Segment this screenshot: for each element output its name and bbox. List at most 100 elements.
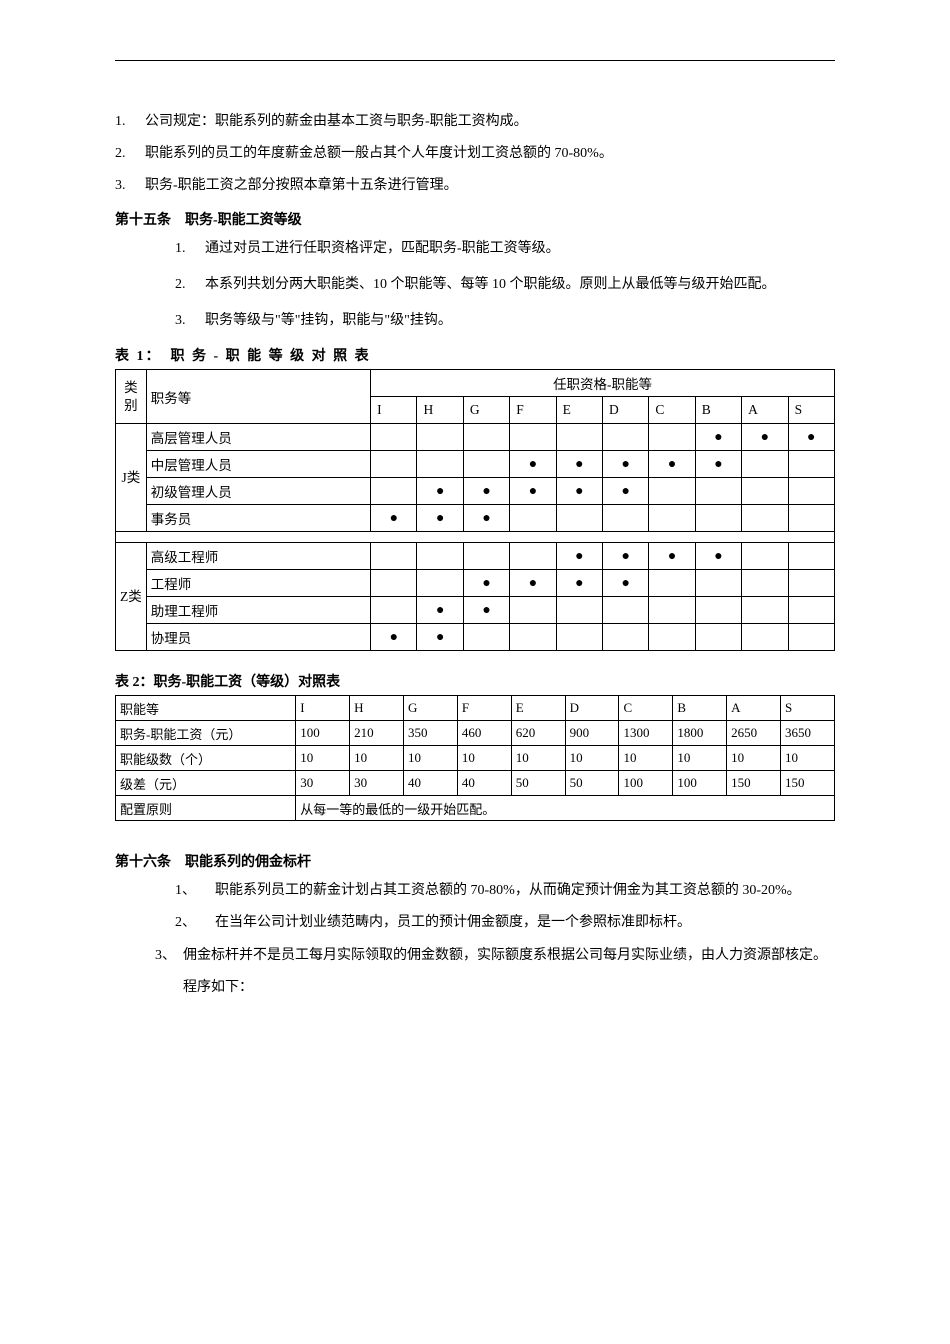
t2-cell: 460 xyxy=(457,721,511,746)
list-num: 2. xyxy=(175,269,205,301)
t2-cell: 10 xyxy=(404,746,458,771)
list-text: 职能系列的员工的年度薪金总额一般占其个人年度计划工资总额的 70-80%。 xyxy=(145,138,835,170)
t1-cell: ● xyxy=(556,543,602,570)
t1-cell: ● xyxy=(371,624,417,651)
t1-cell xyxy=(742,543,788,570)
list-text: 职能系列员工的薪金计划占其工资总额的 70-80%，从而确定预计佣金为其工资总额… xyxy=(215,875,835,907)
t1-cell xyxy=(788,505,834,532)
top-rule xyxy=(115,60,835,61)
t1-cell: ● xyxy=(695,424,741,451)
t2-cell: 10 xyxy=(619,746,673,771)
t1-group-z: Z类 xyxy=(116,543,147,651)
list-text: 公司规定：职能系列的薪金由基本工资与职务-职能工资构成。 xyxy=(145,106,835,138)
list-num: 1、 xyxy=(175,875,215,907)
t2-cell: 50 xyxy=(511,771,565,796)
t1-cell xyxy=(463,424,509,451)
t1-cell: ● xyxy=(556,570,602,597)
t1-cell xyxy=(695,570,741,597)
table2-title: 表 2：职务-职能工资（等级）对照表 xyxy=(115,671,835,691)
list-text: 职务-职能工资之部分按照本章第十五条进行管理。 xyxy=(145,170,835,202)
list-text: 职务等级与"等"挂钩，职能与"级"挂钩。 xyxy=(205,305,835,337)
table1-title: 表 1： 职 务 - 职 能 等 级 对 照 表 xyxy=(115,345,835,365)
t1-grade: C xyxy=(649,397,695,424)
t2-cell: D xyxy=(565,696,619,721)
t1-grade: G xyxy=(463,397,509,424)
t1-cell: ● xyxy=(649,543,695,570)
list-num: 3. xyxy=(175,305,205,337)
t2-cell: 150 xyxy=(727,771,781,796)
t1-grade: I xyxy=(371,397,417,424)
t2-cell: B xyxy=(673,696,727,721)
t1-cell xyxy=(371,597,417,624)
t1-cell xyxy=(695,478,741,505)
t1-cell xyxy=(695,505,741,532)
t1-pos-header: 职务等 xyxy=(146,370,370,424)
t2-cell: 1800 xyxy=(673,721,727,746)
t1-cell xyxy=(649,624,695,651)
list-text: 在当年公司计划业绩范畴内，员工的预计佣金额度，是一个参照标准即标杆。 xyxy=(215,907,835,939)
t1-cell xyxy=(371,570,417,597)
t1-cell: ● xyxy=(788,424,834,451)
t2-rowhead: 职能等 xyxy=(116,696,296,721)
t1-grade: F xyxy=(510,397,556,424)
t1-cell: ● xyxy=(417,597,463,624)
t1-cell: ● xyxy=(602,451,648,478)
t1-cell xyxy=(417,424,463,451)
t1-grade: E xyxy=(556,397,602,424)
t2-cell: 2650 xyxy=(727,721,781,746)
t1-cell xyxy=(788,543,834,570)
t2-cell: 10 xyxy=(673,746,727,771)
t1-cell: ● xyxy=(510,570,556,597)
t2-rowhead: 职务-职能工资（元） xyxy=(116,721,296,746)
t2-cell: 620 xyxy=(511,721,565,746)
t2-cell: G xyxy=(404,696,458,721)
t1-pos: 工程师 xyxy=(146,570,370,597)
t1-cell: ● xyxy=(695,543,741,570)
t2-cell: 1300 xyxy=(619,721,673,746)
t1-cell: ● xyxy=(463,478,509,505)
t1-cell xyxy=(742,505,788,532)
t1-cell xyxy=(742,478,788,505)
t2-cell: 10 xyxy=(511,746,565,771)
t1-cell xyxy=(695,597,741,624)
t2-cell: 10 xyxy=(565,746,619,771)
t1-cell xyxy=(742,597,788,624)
t2-cell: C xyxy=(619,696,673,721)
t2-cell: 30 xyxy=(296,771,350,796)
t1-cell xyxy=(463,451,509,478)
t1-grade: B xyxy=(695,397,741,424)
t1-cell: ● xyxy=(556,451,602,478)
t1-cell xyxy=(649,424,695,451)
t1-qual-header: 任职资格-职能等 xyxy=(371,370,835,397)
t1-cell: ● xyxy=(463,597,509,624)
t2-rowhead: 职能级数（个） xyxy=(116,746,296,771)
t2-cell: E xyxy=(511,696,565,721)
t2-cell: 10 xyxy=(350,746,404,771)
t2-span-cell: 从每一等的最低的一级开始匹配。 xyxy=(296,796,835,821)
t1-cell xyxy=(602,505,648,532)
t2-cell: 3650 xyxy=(781,721,835,746)
top-list: 1. 公司规定：职能系列的薪金由基本工资与职务-职能工资构成。 2. 职能系列的… xyxy=(115,106,835,203)
t2-cell: 350 xyxy=(404,721,458,746)
t1-cell xyxy=(602,624,648,651)
t2-cell: 10 xyxy=(296,746,350,771)
t1-cell: ● xyxy=(556,478,602,505)
t1-cell xyxy=(417,570,463,597)
t2-cell: S xyxy=(781,696,835,721)
t1-cell: ● xyxy=(510,478,556,505)
list-text: 通过对员工进行任职资格评定，匹配职务-职能工资等级。 xyxy=(205,233,835,265)
list-num: 3、 xyxy=(155,940,183,1004)
t1-cell: ● xyxy=(602,570,648,597)
article-16-heading: 第十六条 职能系列的佣金标杆 xyxy=(115,851,835,871)
t1-pos: 高层管理人员 xyxy=(146,424,370,451)
t1-cat-header: 类别 xyxy=(116,370,147,424)
t1-cell: ● xyxy=(417,478,463,505)
t2-cell: 100 xyxy=(673,771,727,796)
list-num: 3. xyxy=(115,170,145,202)
t1-cell xyxy=(788,570,834,597)
list-num: 1. xyxy=(175,233,205,265)
t1-cell xyxy=(463,543,509,570)
t1-cell xyxy=(417,451,463,478)
t1-cell xyxy=(602,597,648,624)
t2-cell: 40 xyxy=(404,771,458,796)
